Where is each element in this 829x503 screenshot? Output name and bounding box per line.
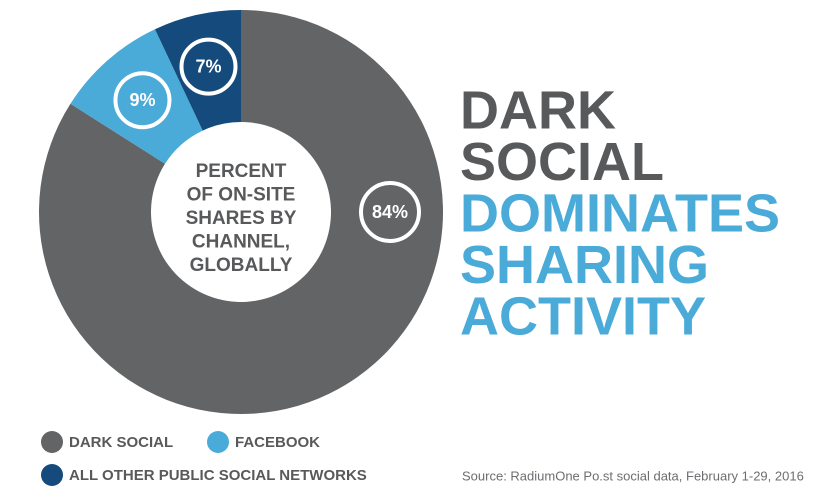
donut-slice — [38, 10, 444, 414]
value-badge — [113, 71, 172, 130]
value-label: 7% — [195, 56, 221, 76]
center-text: CHANNEL, — [192, 232, 290, 253]
subtitle: SHARING — [460, 235, 709, 295]
legend-label: ALL OTHER PUBLIC SOCIAL NETWORKS — [69, 467, 367, 484]
center-text: GLOBALLY — [190, 255, 293, 276]
subtitle: ACTIVITY — [460, 286, 706, 346]
value-label: 84% — [372, 202, 408, 222]
subtitle: DOMINATES — [460, 183, 780, 243]
legend-swatch — [41, 431, 63, 453]
center-text: PERCENT — [196, 161, 287, 182]
center-text: OF ON-SITE — [187, 185, 296, 206]
legend-label: DARK SOCIAL — [69, 434, 173, 451]
title: DARK — [460, 80, 616, 140]
value-label: 9% — [129, 90, 155, 110]
legend-swatch — [207, 431, 229, 453]
legend-label: FACEBOOK — [235, 434, 320, 451]
source: Source: RadiumOne Po.st social data, Feb… — [462, 468, 804, 483]
legend-swatch — [41, 464, 63, 486]
value-badge — [359, 181, 421, 243]
value-badge — [179, 37, 238, 96]
center-text: SHARES BY — [186, 208, 297, 229]
title: SOCIAL — [460, 132, 664, 192]
